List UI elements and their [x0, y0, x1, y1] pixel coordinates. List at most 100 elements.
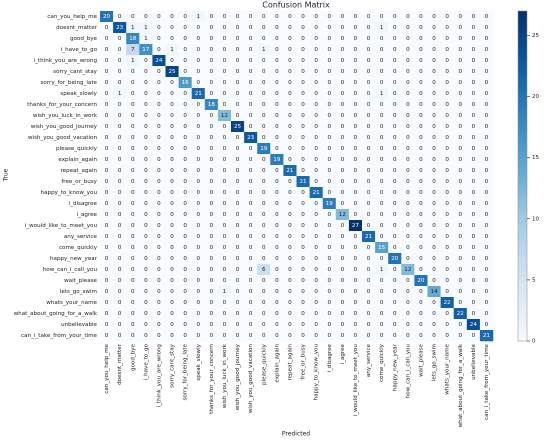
- cell-label: 24: [155, 58, 163, 64]
- heatmap-cell: [113, 154, 127, 166]
- cell-label: 0: [118, 157, 122, 163]
- heatmap-cell: [100, 176, 114, 188]
- cell-label: 0: [301, 223, 305, 229]
- heatmap-cell: [348, 176, 363, 188]
- heatmap-cell: [466, 121, 481, 133]
- cell-label: 0: [458, 234, 462, 240]
- heatmap-cell: [100, 77, 114, 89]
- cell-label: 0: [183, 278, 187, 284]
- cell-label: 0: [118, 14, 122, 20]
- cell-label: 0: [170, 212, 174, 218]
- heatmap-cell: [362, 253, 376, 265]
- cell-label: 0: [354, 113, 358, 119]
- heatmap-cell: [479, 66, 494, 78]
- heatmap-cell: [322, 253, 337, 265]
- cell-label: 0: [288, 333, 292, 339]
- cell-label: 0: [118, 256, 122, 262]
- colorbar-segment: [518, 63, 527, 68]
- heatmap-cell: [427, 143, 441, 155]
- cell-label: 0: [354, 311, 358, 317]
- heatmap-cell: [283, 253, 297, 265]
- heatmap-cell: [204, 154, 219, 166]
- cell-label: 0: [223, 201, 227, 207]
- cell-label: 0: [170, 223, 174, 229]
- cell-label: 0: [354, 146, 358, 152]
- heatmap-cell: [152, 231, 166, 243]
- heatmap-cell: [479, 297, 494, 309]
- cell-label: 0: [393, 234, 397, 240]
- heatmap-cell: [427, 55, 441, 67]
- cell-label: 0: [196, 234, 200, 240]
- cell-label: 0: [458, 333, 462, 339]
- cell-label: 0: [314, 201, 318, 207]
- cell-label: 0: [314, 91, 318, 97]
- heatmap-cell: [309, 165, 323, 177]
- cell-label: 0: [393, 58, 397, 64]
- heatmap-cell: [257, 132, 271, 144]
- heatmap-cell: [388, 187, 402, 199]
- heatmap-cell: [348, 154, 363, 166]
- heatmap-cell: [322, 66, 337, 78]
- cell-label: 0: [118, 168, 122, 174]
- cell-label: 0: [210, 146, 214, 152]
- heatmap-cell: [231, 187, 245, 199]
- heatmap-cell: [466, 286, 481, 298]
- colorbar-segment: [518, 288, 527, 292]
- heatmap-cell: [126, 154, 140, 166]
- heatmap-cell: [178, 22, 192, 34]
- heatmap-cell: [165, 88, 179, 100]
- cell-label: 0: [432, 278, 436, 284]
- cell-label: 0: [341, 25, 345, 31]
- cell-label: 0: [118, 212, 122, 218]
- heatmap-cell: [296, 176, 310, 188]
- heatmap-cell: [139, 330, 153, 342]
- heatmap-cell: [270, 330, 284, 342]
- cell-label: 0: [314, 146, 318, 152]
- heatmap-cell: [231, 286, 245, 298]
- heatmap-cell: [257, 33, 271, 45]
- heatmap-cell: [165, 275, 179, 287]
- cell-label: 0: [341, 278, 345, 284]
- heatmap-cell: [217, 66, 232, 78]
- cell-label: 0: [301, 256, 305, 262]
- cell-label: 0: [210, 201, 214, 207]
- colorbar-segment: [518, 324, 527, 329]
- heatmap-cell: [401, 286, 415, 298]
- heatmap-cell: [479, 253, 494, 265]
- heatmap-cell: [283, 330, 297, 342]
- colorbar-segment: [518, 179, 527, 184]
- heatmap-cell: [139, 66, 153, 78]
- heatmap-cell: [217, 143, 232, 155]
- heatmap-cell: [191, 165, 206, 177]
- cell-label: 12: [339, 212, 346, 218]
- heatmap-cell: [388, 198, 402, 210]
- cell-label: 0: [131, 157, 135, 163]
- heatmap-cell: [375, 275, 389, 287]
- heatmap-cell: [427, 110, 441, 122]
- cell-label: 0: [157, 267, 161, 273]
- heatmap-cell: [191, 110, 206, 122]
- heatmap-cell: [244, 330, 258, 342]
- cell-label: 0: [249, 267, 253, 273]
- colorbar-segment: [518, 57, 527, 61]
- heatmap-cell: [152, 132, 166, 144]
- heatmap-cell: [466, 231, 481, 243]
- cell-label: 0: [144, 157, 148, 163]
- cell-label: 0: [380, 289, 384, 295]
- heatmap-cell: [388, 121, 402, 133]
- cell-label: 0: [393, 135, 397, 141]
- heatmap-cell: [401, 165, 415, 177]
- y-tick-label: wish_you_luck_in_work: [33, 113, 98, 119]
- heatmap-cell: [126, 286, 140, 298]
- cell-label: 0: [472, 256, 476, 262]
- cell-label: 0: [236, 168, 240, 174]
- cell-label: 0: [341, 322, 345, 328]
- heatmap-cell: [440, 286, 454, 298]
- cell-label: 0: [223, 36, 227, 42]
- heatmap-cell: [401, 297, 415, 309]
- cell-label: 0: [341, 102, 345, 108]
- x-tick-label: happy_to_know_you: [314, 344, 320, 401]
- colorbar-segment: [518, 83, 527, 88]
- cell-label: 0: [314, 135, 318, 141]
- cell-label: 0: [131, 311, 135, 317]
